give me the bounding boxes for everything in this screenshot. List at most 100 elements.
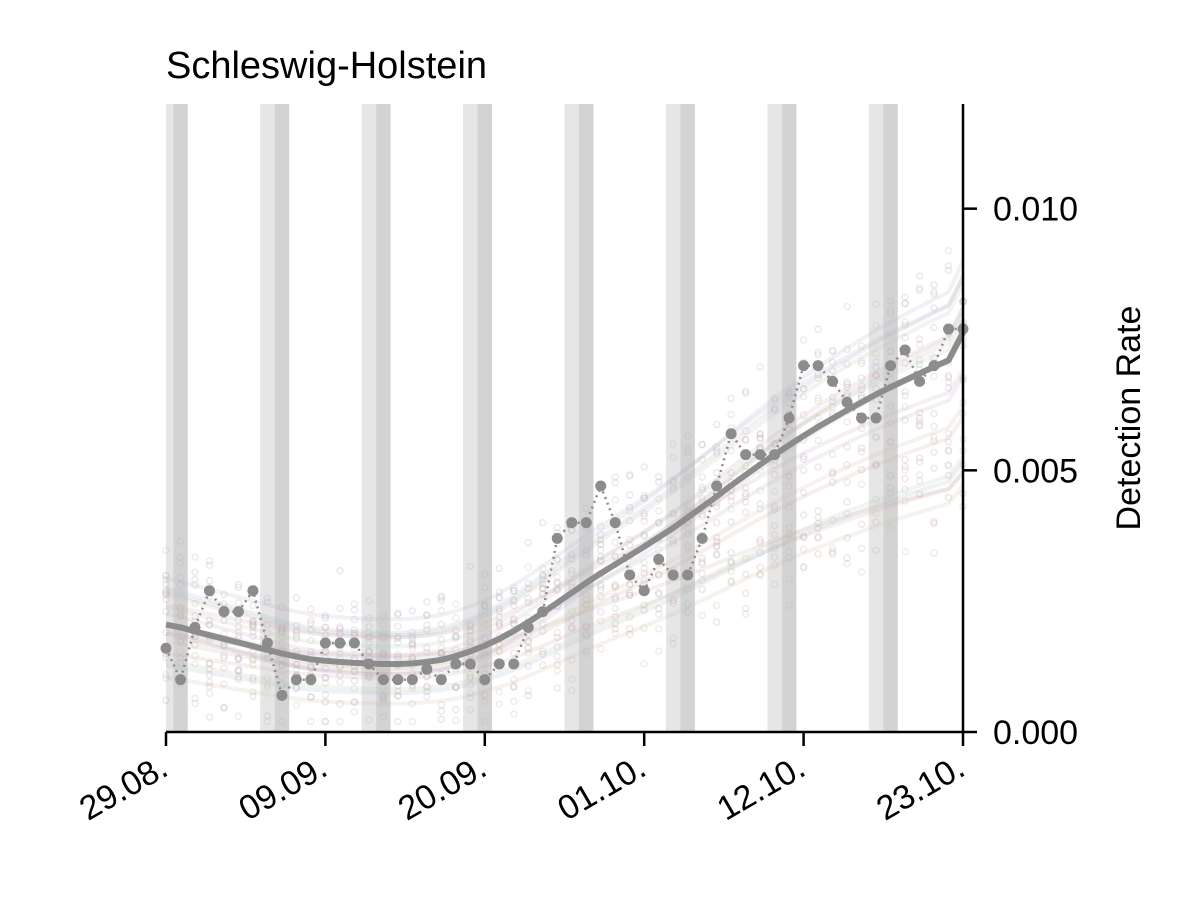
background-series-point <box>539 661 547 669</box>
background-series-point <box>944 461 953 469</box>
background-series-point <box>365 632 373 641</box>
background-series-point <box>741 498 750 506</box>
background-series-point <box>901 474 909 483</box>
x-tick-label: 20.09. <box>392 748 493 828</box>
background-series-point <box>162 607 170 616</box>
background-series-point <box>379 651 388 660</box>
background-series-point <box>307 693 315 701</box>
background-series-point <box>278 626 286 634</box>
background-series-point <box>857 520 866 529</box>
background-series-point <box>466 626 475 635</box>
background-series-point <box>756 563 764 572</box>
background-series-point <box>741 427 750 435</box>
background-series-point <box>423 692 431 701</box>
background-series-point <box>611 604 619 612</box>
background-series-point <box>915 286 924 294</box>
background-series-point <box>481 660 489 668</box>
background-series-point <box>524 649 533 657</box>
background-series-point <box>307 605 315 613</box>
raw-series-point <box>247 585 259 597</box>
background-series-point <box>654 604 663 613</box>
background-series-point <box>915 471 924 479</box>
background-series-point <box>901 547 909 556</box>
background-series-point <box>886 309 895 317</box>
background-series-point <box>611 553 619 561</box>
background-series-point <box>437 635 446 644</box>
background-series-point <box>481 634 489 643</box>
background-series-point <box>611 473 619 481</box>
background-series-point <box>857 356 866 365</box>
raw-series-point <box>508 658 520 670</box>
background-series-point <box>596 608 605 616</box>
weekend-bands <box>166 104 898 732</box>
background-series-point <box>510 649 518 658</box>
background-series-point <box>843 559 851 568</box>
raw-series-point <box>261 637 273 649</box>
background-series-line <box>165 275 965 622</box>
raw-series-point <box>334 637 346 649</box>
background-series-point <box>785 388 793 397</box>
background-series-point <box>828 347 837 355</box>
background-series-point <box>698 560 706 568</box>
background-series-point <box>770 521 779 530</box>
background-series-point <box>234 712 243 721</box>
background-series-point <box>683 608 692 616</box>
background-series-point <box>205 665 214 673</box>
background-series-point <box>915 477 924 485</box>
background-series-point <box>930 448 938 457</box>
background-series-point <box>640 576 648 584</box>
background-series-point <box>524 538 533 547</box>
background-series-point <box>640 509 648 518</box>
background-series-point <box>321 691 330 699</box>
background-series-point <box>524 579 533 588</box>
background-series-point <box>176 537 185 546</box>
background-series-point <box>553 556 562 564</box>
background-series-point <box>683 506 692 514</box>
weekend-band-saturday <box>361 104 377 732</box>
background-series-point <box>365 648 373 656</box>
raw-series-point <box>870 412 882 424</box>
background-series-point <box>669 536 677 544</box>
background-series-point <box>336 604 344 613</box>
background-series-point <box>466 673 475 681</box>
background-series-point <box>205 682 214 691</box>
background-series-point <box>857 382 866 390</box>
raw-series-point <box>827 375 839 387</box>
background-series-point <box>205 616 214 624</box>
background-series-point <box>466 705 475 714</box>
raw-series-point <box>392 674 404 686</box>
background-series-point <box>191 651 199 660</box>
background-series-point <box>930 433 938 441</box>
background-series-point <box>698 455 706 464</box>
background-series-point <box>770 553 779 561</box>
background-series-point <box>220 590 228 599</box>
background-series-point <box>625 591 634 599</box>
background-series-point <box>408 699 417 708</box>
background-series-point <box>567 686 576 695</box>
background-series-point <box>756 429 764 438</box>
background-series-point <box>466 681 475 689</box>
background-series-point <box>162 586 170 595</box>
background-series-point <box>162 653 170 662</box>
background-series-point <box>452 632 460 640</box>
background-series-point <box>640 564 648 573</box>
background-series-point <box>741 508 750 516</box>
background-series-point <box>481 599 489 608</box>
background-series-point <box>278 661 286 670</box>
background-series-point <box>539 572 547 580</box>
background-series-point <box>857 374 866 382</box>
background-series-point <box>596 522 605 531</box>
background-series-point <box>220 703 228 712</box>
background-series-point <box>712 468 721 477</box>
background-series-point <box>669 639 677 648</box>
background-series-point <box>901 466 909 474</box>
background-series-point <box>582 546 590 554</box>
background-series-point <box>930 549 938 557</box>
background-series-point <box>249 656 257 664</box>
background-series-point <box>799 511 808 519</box>
background-series-point <box>683 500 692 509</box>
background-series-point <box>683 523 692 531</box>
background-series-point <box>379 632 388 641</box>
background-series-point <box>510 616 518 625</box>
background-series-point <box>683 448 692 456</box>
